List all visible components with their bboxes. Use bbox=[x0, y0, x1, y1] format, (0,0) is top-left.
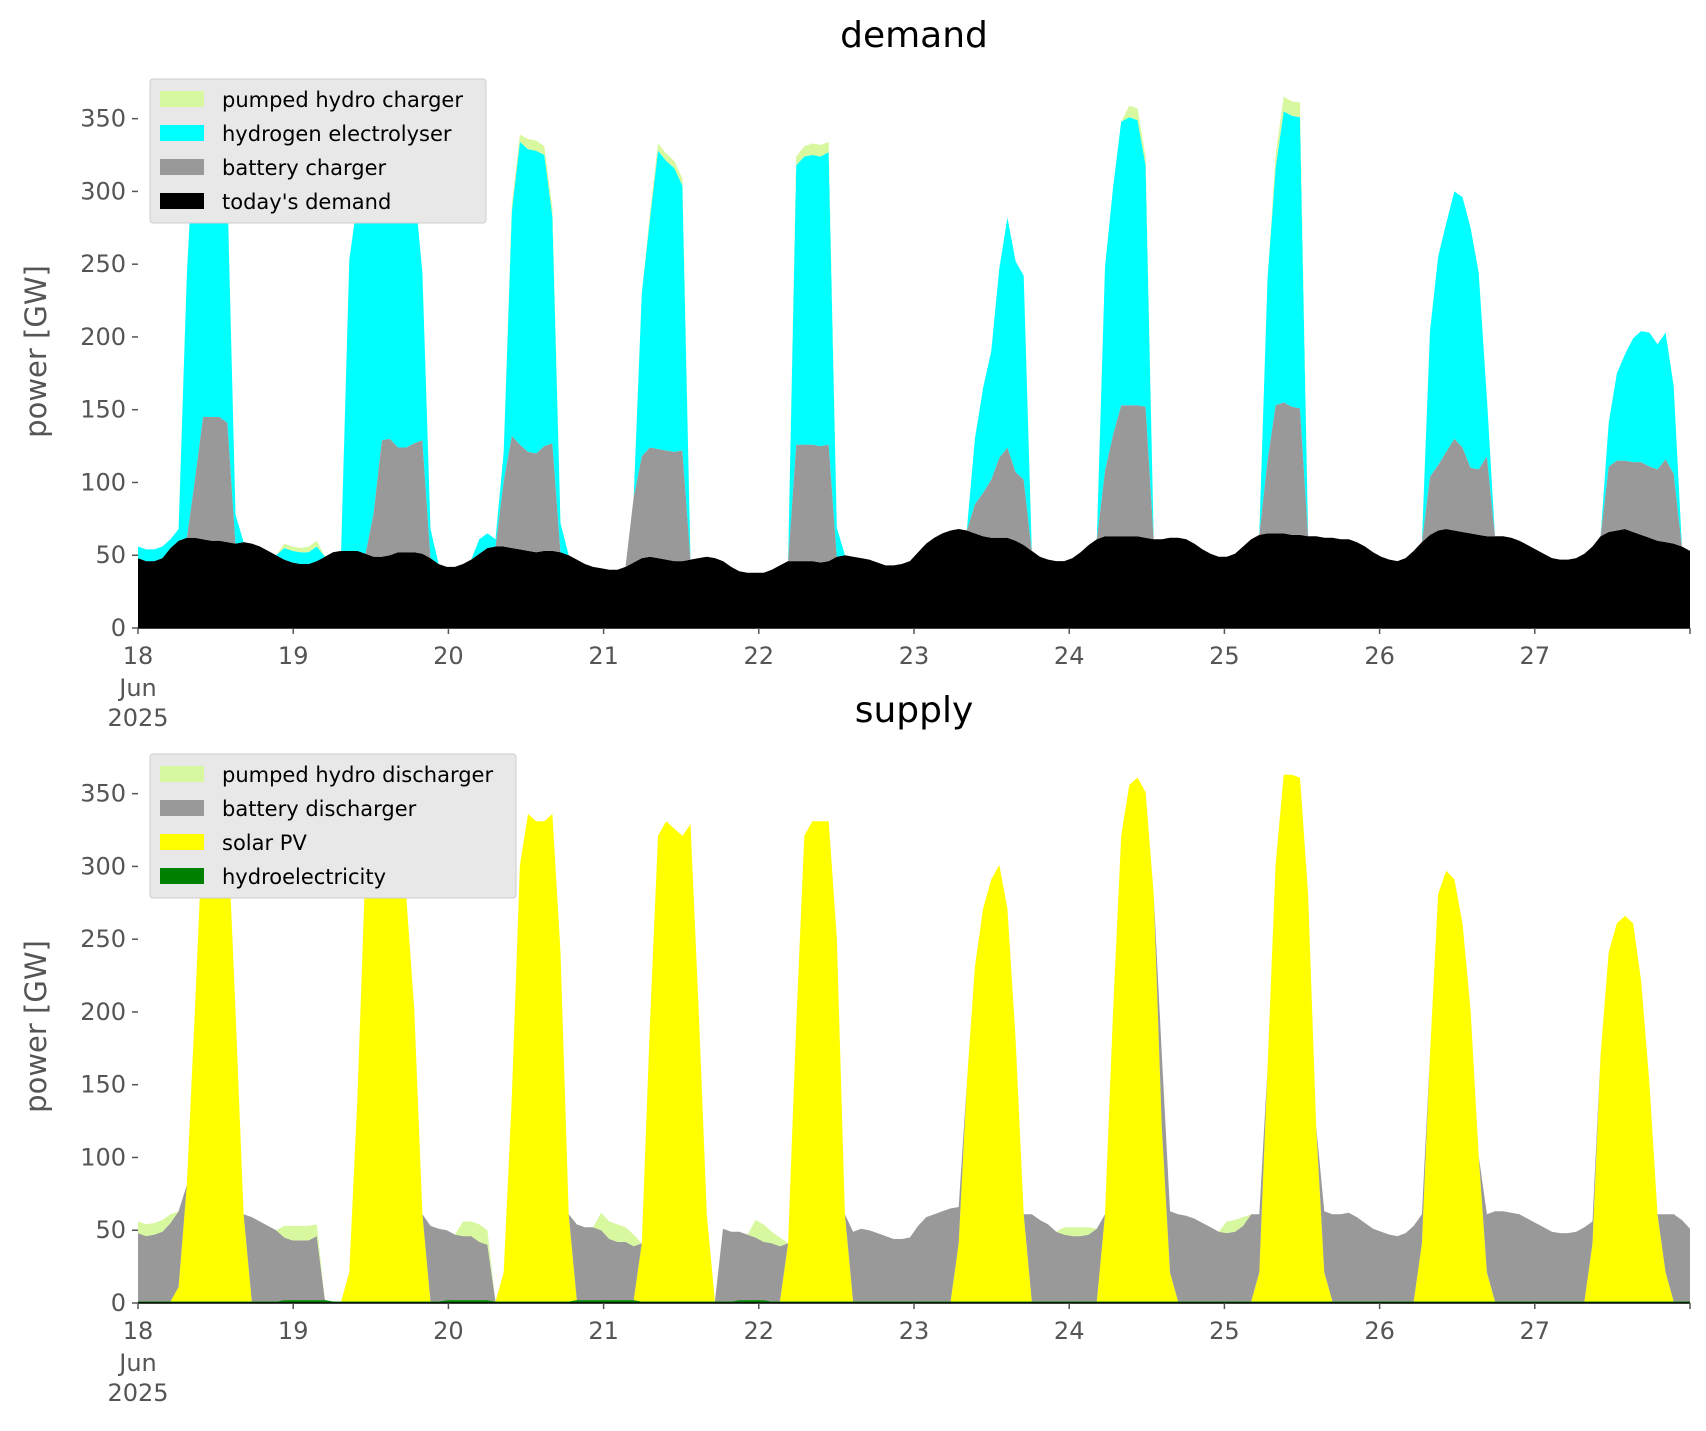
demand-x-tick-label: 26 bbox=[1364, 642, 1395, 670]
demand-x-tick-label: 21 bbox=[588, 642, 619, 670]
supply-x-tick-year: 2025 bbox=[107, 1379, 168, 1407]
supply-legend-swatch-battery-discharger bbox=[160, 800, 204, 816]
demand-y-tick-label: 50 bbox=[95, 541, 126, 569]
demand-y-tick-label: 200 bbox=[80, 323, 126, 351]
demand-legend-swatch-battery-charger bbox=[160, 159, 204, 175]
demand-x-tick-label: 18 bbox=[123, 642, 154, 670]
demand-x-tick-label: 27 bbox=[1520, 642, 1551, 670]
demand-legend-swatch-pumped-hydro-charger bbox=[160, 91, 204, 107]
demand-y-tick-label: 250 bbox=[80, 250, 126, 278]
demand-x-tick-label: 25 bbox=[1209, 642, 1240, 670]
supply-area-battery-discharger bbox=[138, 774, 1690, 1302]
supply-y-tick-label: 50 bbox=[95, 1216, 126, 1244]
supply-legend: pumped hydro discharger battery discharge… bbox=[149, 753, 517, 899]
supply-legend-label-pumped-hydro-discharger: pumped hydro discharger bbox=[222, 763, 493, 787]
supply-x-tick-label: 22 bbox=[744, 1317, 775, 1345]
demand-x-tick-label: 23 bbox=[899, 642, 930, 670]
supply-x-tick-label: 27 bbox=[1520, 1317, 1551, 1345]
supply-legend-label-battery-discharger: battery discharger bbox=[222, 797, 417, 821]
supply-x-tick-month: Jun bbox=[117, 1349, 157, 1377]
demand-y-tick-label: 350 bbox=[80, 105, 126, 133]
demand-y-tick-label: 0 bbox=[111, 614, 126, 642]
supply-y-tick-label: 100 bbox=[80, 1143, 126, 1171]
supply-legend-swatch-pumped-hydro-discharger bbox=[160, 766, 204, 782]
demand-area-pumped-hydro-charger bbox=[138, 96, 1690, 573]
demand-y-axis-label: power [GW] bbox=[19, 265, 53, 438]
supply-x-tick-label: 26 bbox=[1364, 1317, 1395, 1345]
supply-x-tick-label: 23 bbox=[899, 1317, 930, 1345]
supply-legend-label-solar-pv: solar PV bbox=[222, 831, 307, 855]
demand-legend-box bbox=[149, 78, 487, 224]
demand-x-tick-month: Jun bbox=[117, 674, 157, 702]
demand-legend-label-pumped-hydro-charger: pumped hydro charger bbox=[222, 88, 463, 112]
supply-y-tick-label: 200 bbox=[80, 998, 126, 1026]
supply-y-tick-label: 300 bbox=[80, 852, 126, 880]
supply-area-solar-pv bbox=[138, 774, 1690, 1302]
supply-legend-swatch-hydroelectricity bbox=[160, 868, 204, 884]
demand-legend-swatch-today-s-demand bbox=[160, 193, 204, 209]
demand-legend-label-battery-charger: battery charger bbox=[222, 156, 387, 180]
demand-area-hydrogen-electrolyser bbox=[138, 111, 1690, 573]
demand-x-tick-year: 2025 bbox=[107, 704, 168, 732]
demand-x-tick-label: 24 bbox=[1054, 642, 1085, 670]
supply-x-tick-label: 25 bbox=[1209, 1317, 1240, 1345]
demand-chart-title: demand bbox=[840, 15, 988, 56]
demand-legend-label-today-s-demand: today's demand bbox=[222, 190, 391, 214]
demand-legend-swatch-hydrogen-electrolyser bbox=[160, 125, 204, 141]
supply-legend-box bbox=[149, 753, 517, 899]
demand-x-tick-label: 22 bbox=[744, 642, 775, 670]
supply-y-tick-label: 250 bbox=[80, 925, 126, 953]
supply-x-tick-label: 21 bbox=[588, 1317, 619, 1345]
demand-y-tick-label: 300 bbox=[80, 177, 126, 205]
supply-legend-swatch-solar-pv bbox=[160, 834, 204, 850]
supply-y-axis-label: power [GW] bbox=[19, 940, 53, 1113]
supply-chart-title: supply bbox=[855, 690, 974, 731]
supply-y-tick-label: 150 bbox=[80, 1071, 126, 1099]
demand-legend: pumped hydro charger hydrogen electrolyse… bbox=[149, 78, 487, 224]
demand-area-today-s-demand bbox=[138, 529, 1690, 628]
supply-x-tick-label: 18 bbox=[123, 1317, 154, 1345]
supply-x-tick-label: 24 bbox=[1054, 1317, 1085, 1345]
supply-x-tick-label: 20 bbox=[433, 1317, 464, 1345]
demand-y-tick-label: 150 bbox=[80, 396, 126, 424]
demand-area-battery-charger bbox=[138, 402, 1690, 573]
demand-x-tick-label: 20 bbox=[433, 642, 464, 670]
demand-y-tick-label: 100 bbox=[80, 468, 126, 496]
supply-y-tick-label: 350 bbox=[80, 780, 126, 808]
supply-x-tick-label: 19 bbox=[278, 1317, 309, 1345]
supply-y-tick-label: 0 bbox=[111, 1289, 126, 1317]
demand-legend-label-hydrogen-electrolyser: hydrogen electrolyser bbox=[222, 122, 452, 146]
supply-legend-label-hydroelectricity: hydroelectricity bbox=[222, 865, 386, 889]
demand-x-tick-label: 19 bbox=[278, 642, 309, 670]
